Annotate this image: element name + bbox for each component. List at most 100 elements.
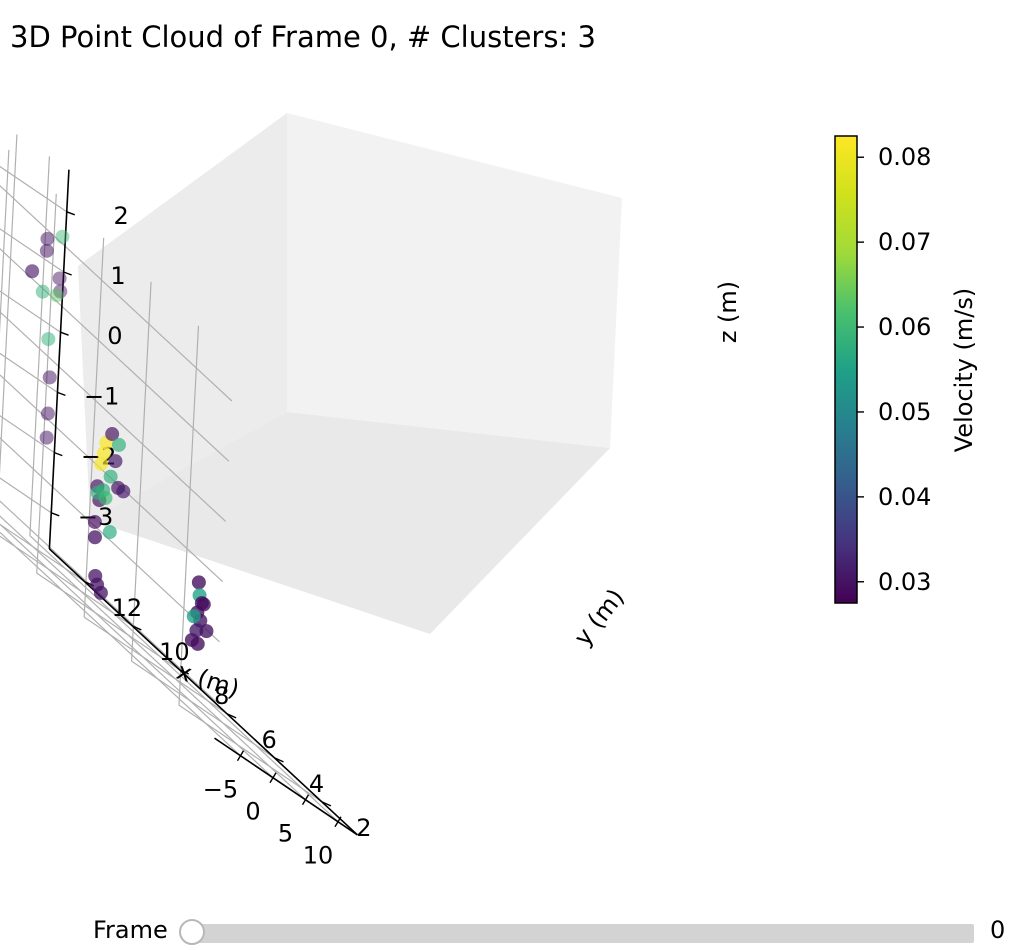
grid-line — [0, 165, 68, 213]
scatter-point — [40, 231, 55, 246]
x-tick — [334, 816, 342, 828]
grid-line — [130, 281, 152, 662]
grid-line — [178, 704, 323, 803]
scatter-point — [186, 609, 201, 624]
y-tick-label: 10 — [159, 638, 190, 666]
grid-line — [36, 572, 181, 671]
x-tick — [269, 772, 277, 784]
grid-line — [0, 500, 217, 703]
scatter-point — [41, 332, 56, 347]
chart-title: 3D Point Cloud of Frame 0, # Clusters: 3 — [10, 20, 596, 54]
z-tick — [66, 211, 75, 216]
z-tick — [63, 271, 72, 276]
grid-line — [29, 535, 339, 823]
y-axis-label: y (m) — [568, 584, 629, 652]
colorbar-tick-label: 0.08 — [878, 143, 931, 171]
z-tick-label: 0 — [107, 322, 122, 350]
scatter-point — [42, 370, 57, 385]
grid-line — [0, 523, 274, 779]
frame-slider-handle[interactable] — [179, 919, 205, 945]
y-tick — [179, 669, 190, 675]
grid-line — [0, 515, 306, 801]
y-tick — [274, 757, 284, 763]
scatter-point — [111, 437, 126, 452]
grid-line — [0, 134, 18, 475]
grid-line — [0, 535, 133, 627]
scatter-point — [190, 636, 205, 651]
scatter-point — [49, 288, 64, 303]
x-tick-label: −5 — [203, 776, 238, 804]
grid-line — [0, 374, 223, 583]
z-tick — [57, 391, 66, 397]
scatter-point — [103, 469, 118, 484]
scatter-point — [25, 264, 40, 279]
y-tick-label: 12 — [112, 594, 143, 622]
colorbar-tick-label: 0.05 — [878, 398, 931, 426]
z-tick-label: 2 — [113, 202, 128, 230]
grid-line — [0, 311, 227, 522]
x-axis-line — [214, 737, 358, 836]
y-tick — [132, 625, 142, 631]
scatter-point — [90, 577, 105, 592]
grid-line — [178, 325, 200, 706]
grid-line — [0, 352, 58, 393]
y-tick-label: 6 — [261, 726, 276, 754]
z-axis-label: z (m) — [714, 281, 742, 343]
colorbar-tick-label: 0.07 — [878, 228, 931, 256]
grid-line — [0, 477, 52, 514]
grid-line — [131, 660, 275, 759]
scatter-point — [108, 454, 123, 469]
scatter-point — [199, 624, 214, 639]
z-tick — [54, 451, 63, 457]
z-tick — [60, 331, 69, 336]
z-tick-label: 1 — [110, 262, 125, 290]
tick-marks — [51, 211, 342, 828]
grid-lines — [0, 134, 339, 823]
grid-line — [0, 149, 10, 334]
axes-panes — [78, 113, 622, 634]
grid-line — [0, 415, 55, 454]
frame-slider-label: Frame — [93, 916, 168, 944]
scatter-point — [87, 514, 102, 529]
colorbar-tick-label: 0.03 — [878, 568, 931, 596]
x-tick-label: 10 — [303, 842, 334, 870]
x-tick — [301, 794, 310, 806]
back-right-pane — [287, 113, 622, 448]
data-points — [25, 229, 214, 651]
scatter-point — [191, 575, 206, 590]
scatter-point — [87, 530, 102, 545]
scatter-point — [94, 456, 109, 471]
y-tick — [226, 713, 237, 719]
y-tick-label: 2 — [356, 814, 371, 842]
y-tick — [321, 801, 332, 807]
colorbar — [834, 135, 858, 604]
colorbar-tick-label: 0.04 — [878, 483, 931, 511]
grid-line — [0, 184, 233, 402]
frame-slider-value: 0 — [990, 916, 1006, 944]
scatter-point — [40, 406, 55, 421]
scatter-point — [102, 525, 117, 540]
x-tick-label: 0 — [245, 798, 260, 826]
colorbar-tick-label: 0.06 — [878, 313, 931, 341]
grid-line — [0, 228, 64, 273]
colorbar-label: Velocity (m/s) — [950, 288, 978, 452]
scatter-point — [53, 284, 68, 299]
frame-slider-track[interactable] — [193, 924, 974, 943]
scatter-point — [35, 284, 50, 299]
y-tick-label: 8 — [214, 682, 229, 710]
scatter-point — [39, 243, 54, 258]
grid-line — [83, 616, 228, 715]
grid-line — [29, 156, 51, 536]
x-tick-label: 5 — [278, 820, 293, 848]
grid-line — [0, 523, 86, 583]
floor-pane — [90, 412, 610, 634]
z-tick — [51, 512, 60, 517]
y-tick-label: 4 — [309, 770, 324, 798]
scatter-point — [39, 430, 54, 445]
z-axis-line — [48, 169, 70, 549]
z-tick-label: −1 — [84, 382, 119, 410]
grid-line — [0, 290, 61, 333]
x-tick — [236, 750, 245, 762]
grid-line — [0, 531, 241, 757]
